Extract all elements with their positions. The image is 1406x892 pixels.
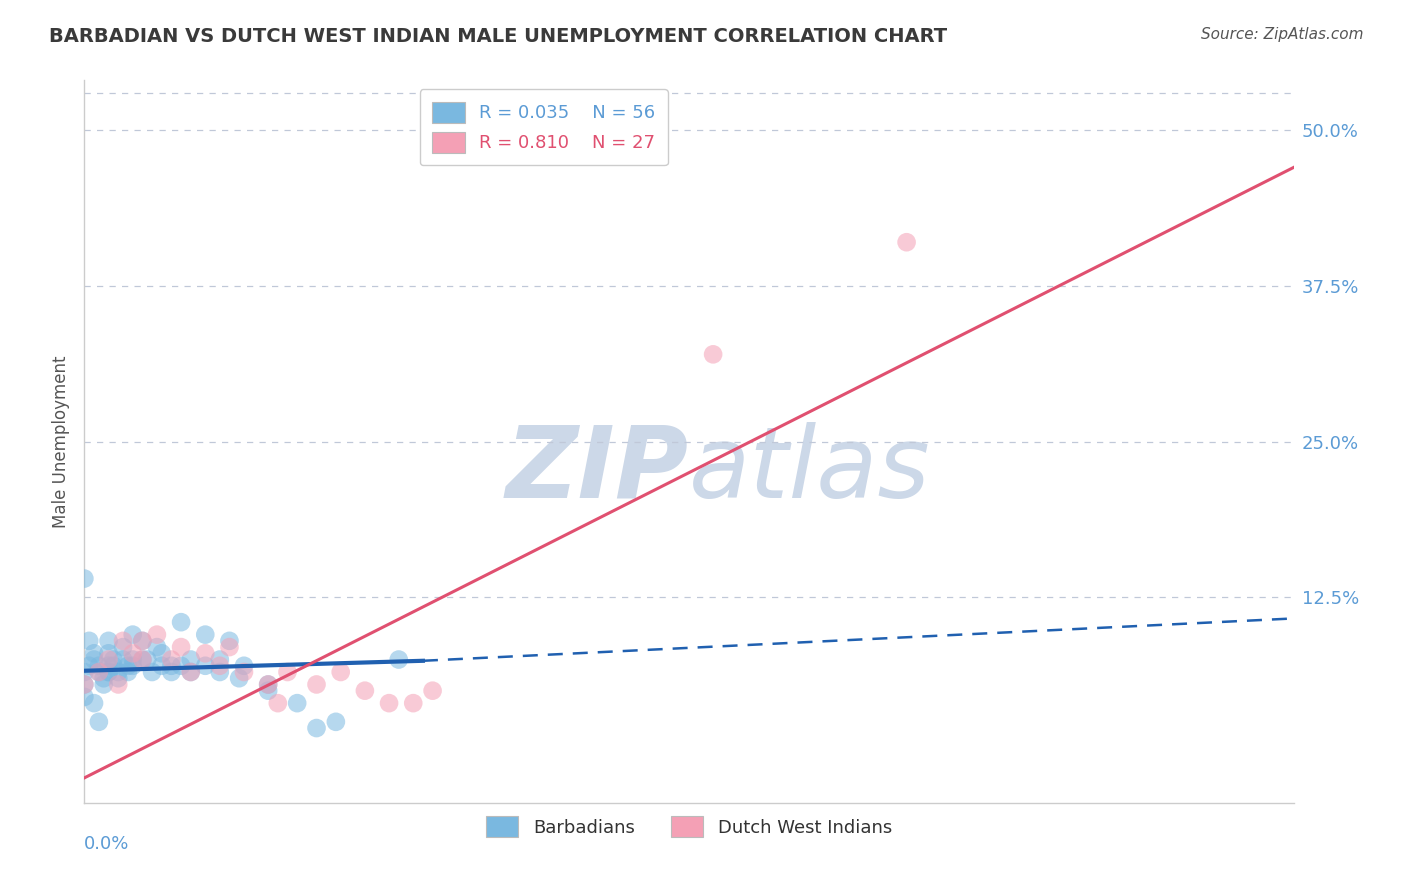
Point <box>180 665 202 679</box>
Point <box>233 658 256 673</box>
Point <box>257 677 280 691</box>
Point <box>146 627 169 641</box>
Point <box>305 677 328 691</box>
Point <box>87 714 110 729</box>
Point <box>112 652 135 666</box>
Point <box>107 665 129 679</box>
Point <box>218 633 240 648</box>
Point <box>208 665 231 679</box>
Point <box>73 677 96 691</box>
Point <box>97 665 120 679</box>
Point <box>180 652 202 666</box>
Point <box>257 677 280 691</box>
Point <box>146 640 169 654</box>
Point <box>121 627 143 641</box>
Point <box>257 683 280 698</box>
Point <box>702 347 724 361</box>
Text: Source: ZipAtlas.com: Source: ZipAtlas.com <box>1201 27 1364 42</box>
Point <box>73 665 96 679</box>
Point <box>325 714 347 729</box>
Point <box>233 665 256 679</box>
Point <box>87 665 110 679</box>
Point <box>73 690 96 704</box>
Point <box>267 696 290 710</box>
Point <box>170 658 193 673</box>
Point <box>285 696 308 710</box>
Point <box>150 658 173 673</box>
Point <box>121 646 143 660</box>
Point <box>378 696 401 710</box>
Point <box>93 671 115 685</box>
Text: BARBADIAN VS DUTCH WEST INDIAN MALE UNEMPLOYMENT CORRELATION CHART: BARBADIAN VS DUTCH WEST INDIAN MALE UNEM… <box>49 27 948 45</box>
Point <box>160 652 183 666</box>
Point <box>194 658 217 673</box>
Point <box>150 646 173 660</box>
Point <box>83 652 105 666</box>
Point <box>228 671 250 685</box>
Point <box>218 640 240 654</box>
Point <box>97 652 120 666</box>
Point <box>97 658 120 673</box>
Point <box>141 665 163 679</box>
Point <box>388 652 411 666</box>
Point <box>402 696 425 710</box>
Point <box>97 665 120 679</box>
Point <box>97 633 120 648</box>
Point <box>87 658 110 673</box>
Point <box>77 658 100 673</box>
Point <box>83 646 105 660</box>
Point <box>422 683 444 698</box>
Point <box>93 677 115 691</box>
Point <box>305 721 328 735</box>
Point <box>131 652 153 666</box>
Point <box>117 658 139 673</box>
Point <box>121 658 143 673</box>
Point <box>121 652 143 666</box>
Point <box>97 646 120 660</box>
Point <box>180 665 202 679</box>
Point <box>103 652 125 666</box>
Point <box>73 572 96 586</box>
Point <box>77 633 100 648</box>
Point <box>117 665 139 679</box>
Point <box>131 633 153 648</box>
Point <box>160 665 183 679</box>
Point <box>329 665 352 679</box>
Y-axis label: Male Unemployment: Male Unemployment <box>52 355 70 528</box>
Text: 0.0%: 0.0% <box>84 835 129 854</box>
Point <box>160 658 183 673</box>
Point <box>107 671 129 685</box>
Point <box>276 665 298 679</box>
Point <box>87 665 110 679</box>
Point <box>136 652 159 666</box>
Point <box>103 658 125 673</box>
Point <box>170 640 193 654</box>
Point <box>208 652 231 666</box>
Legend: Barbadians, Dutch West Indians: Barbadians, Dutch West Indians <box>478 809 900 845</box>
Point <box>131 633 153 648</box>
Point <box>896 235 918 250</box>
Text: atlas: atlas <box>689 422 931 519</box>
Text: ZIP: ZIP <box>506 422 689 519</box>
Point <box>131 652 153 666</box>
Point <box>208 658 231 673</box>
Point <box>194 646 217 660</box>
Point <box>112 633 135 648</box>
Point <box>73 677 96 691</box>
Point <box>107 677 129 691</box>
Point <box>354 683 377 698</box>
Point <box>170 615 193 630</box>
Point <box>83 696 105 710</box>
Point <box>112 640 135 654</box>
Point <box>194 627 217 641</box>
